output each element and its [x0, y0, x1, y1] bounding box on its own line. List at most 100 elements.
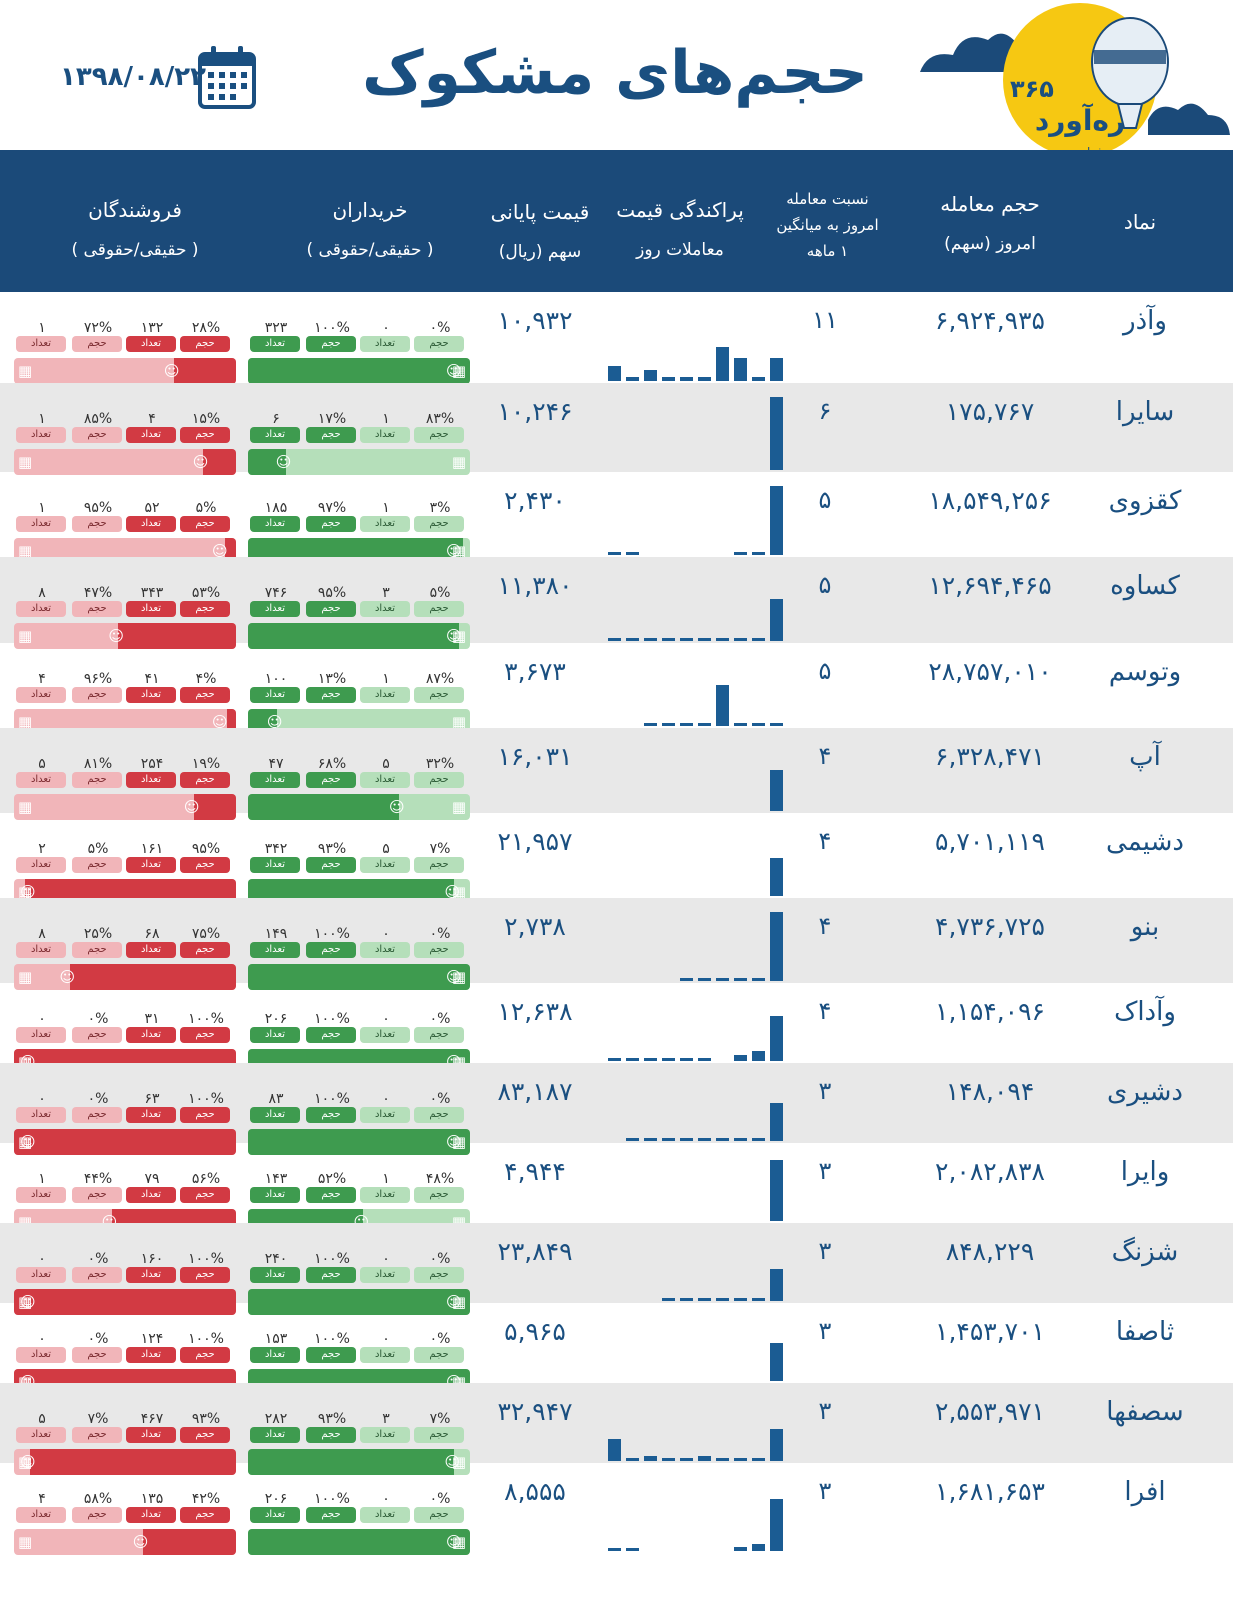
- sell-corp_vol-pill: حجم: [72, 427, 122, 443]
- sell-corp_vol-pill: حجم: [72, 772, 122, 788]
- sellers-group: ۱۰۰% حجم ۱۶۰ تعداد ۰% حجم ۰ تعداد ☺ ▦: [14, 1251, 236, 1315]
- col-sellers: فروشندگان( حقیقی/حقوقی ): [71, 198, 199, 260]
- sell-share-fill: [142, 1529, 236, 1555]
- sell-share-fill: [14, 1289, 236, 1315]
- dispersion-bar: [770, 858, 783, 896]
- symbol-cell[interactable]: کقزوی: [1108, 486, 1182, 516]
- buy-ind_vol-value: ۴۸%: [425, 1171, 455, 1187]
- person-icon: ☺: [446, 627, 462, 645]
- buy-share-fill: [248, 1449, 455, 1475]
- col-symbol: نماد: [1123, 210, 1157, 234]
- sell-share-fill: [224, 538, 236, 564]
- buy-corp_vol-value: ۱۳%: [317, 671, 347, 687]
- symbol-cell[interactable]: افرا: [1124, 1477, 1166, 1507]
- symbol-cell[interactable]: وتوسم: [1108, 657, 1182, 687]
- volume-cell: ۱۸,۵۴۹,۲۵۶: [928, 486, 1052, 515]
- buy-corp_cnt-pill: تعداد: [250, 857, 300, 873]
- dispersion-bar: [626, 1548, 639, 1551]
- symbol-cell[interactable]: دشیری: [1107, 1077, 1183, 1107]
- sell-corp_cnt-value: ۴: [38, 671, 46, 687]
- dispersion-bar: [734, 1458, 747, 1461]
- col-volume: حجم معامله امروز (سهم): [940, 192, 1040, 254]
- buy-share-bar: ☺ ▦: [248, 964, 470, 990]
- sell-ind_vol-pill: حجم: [180, 772, 230, 788]
- sell-corp_cnt-pill: تعداد: [16, 427, 66, 443]
- buy-ind_cnt-pill: تعداد: [360, 1267, 410, 1283]
- person-icon: ☺: [59, 968, 76, 986]
- buy-ind_vol-value: ۰%: [429, 320, 451, 336]
- symbol-cell[interactable]: سایرا: [1115, 397, 1175, 427]
- dispersion-bar: [752, 978, 765, 981]
- symbol-cell[interactable]: وآذر: [1123, 306, 1167, 336]
- buy-ind_vol-pill: حجم: [414, 857, 464, 873]
- buy-ind_cnt-value: ۰: [382, 926, 390, 942]
- sell-share-bar: ☺ ▦: [14, 794, 236, 820]
- dispersion-bar: [698, 1138, 711, 1141]
- buy-ind_cnt-value: ۱: [382, 500, 390, 516]
- dispersion-bar: [734, 723, 747, 726]
- symbol-cell[interactable]: دشیمی: [1106, 827, 1184, 857]
- dispersion-bar: [770, 599, 783, 641]
- sellers-group: ۴% حجم ۴۱ تعداد ۹۶% حجم ۴ تعداد ☺ ▦: [14, 671, 236, 735]
- buy-ind_vol-value: ۸۷%: [425, 671, 455, 687]
- buy-share-bar: ☺ ▦: [248, 1289, 470, 1315]
- table-row: وایرا ۲,۰۸۲,۸۳۸ ۳ ۴,۹۴۴ ۴۸% حجم ۱ تعداد ۵۲% حجم ۱۴…: [0, 1143, 1233, 1235]
- buyers-group: ۷% حجم ۳ تعداد ۹۳% حجم ۲۸۲ تعداد ☺ ▦: [248, 1411, 470, 1475]
- buy-share-fill: [248, 794, 399, 820]
- sell-corp_vol-value: ۸۱%: [83, 756, 113, 772]
- buy-corp_cnt-value: ۲۴۰: [264, 1251, 288, 1267]
- dispersion-bar: [608, 366, 621, 381]
- buy-share-fill: [248, 1129, 470, 1155]
- ratio-cell: ۵: [818, 486, 832, 514]
- dispersion-bar: [662, 638, 675, 641]
- price-dispersion-chart: [608, 1233, 798, 1301]
- buy-corp_vol-value: ۱۰۰%: [314, 1011, 350, 1027]
- sellers-group: ۵% حجم ۵۲ تعداد ۹۵% حجم ۱ تعداد ☺ ▦: [14, 500, 236, 564]
- buy-corp_cnt-value: ۱۵۳: [264, 1331, 288, 1347]
- symbol-cell[interactable]: بنو: [1130, 912, 1160, 942]
- sell-ind_vol-value: ۷۵%: [191, 926, 221, 942]
- buy-corp_vol-pill: حجم: [306, 1187, 356, 1203]
- buy-share-fill: [248, 623, 459, 649]
- building-icon: ▦: [451, 362, 466, 380]
- symbol-cell[interactable]: وآداک: [1114, 997, 1176, 1027]
- buy-corp_cnt-pill: تعداد: [250, 427, 300, 443]
- buy-corp_cnt-pill: تعداد: [250, 942, 300, 958]
- sellers-group: ۹۵% حجم ۱۶۱ تعداد ۵% حجم ۲ تعداد ☺ ▦: [14, 841, 236, 905]
- price-cell: ۳۲,۹۴۷: [497, 1397, 573, 1426]
- dispersion-bar: [734, 1547, 747, 1551]
- table-row: کساوه ۱۲,۶۹۴,۴۶۵ ۵ ۱۱,۳۸۰ ۵% حجم ۳ تعداد ۹۵% حجم ۷…: [0, 557, 1233, 649]
- sell-ind_vol-pill: حجم: [180, 1347, 230, 1363]
- buy-ind_cnt-pill: تعداد: [360, 857, 410, 873]
- buy-share-bar: ☺ ▦: [248, 1129, 470, 1155]
- symbol-cell[interactable]: کساوه: [1110, 571, 1180, 601]
- page-header: ۱۳۹۸/۰۸/۲۲ حجم‌های مشکوک ۳۶۵ رەآورد برفر…: [0, 0, 1233, 159]
- buyers-group: ۰% حجم ۰ تعداد ۱۰۰% حجم ۱۴۹ تعداد ☺ ▦: [248, 926, 470, 990]
- buy-corp_vol-pill: حجم: [306, 1267, 356, 1283]
- sell-ind_cnt-pill: تعداد: [126, 427, 176, 443]
- sell-ind_vol-value: ۱۰۰%: [188, 1091, 224, 1107]
- sell-share-fill: [173, 358, 236, 384]
- sell-ind_cnt-pill: تعداد: [126, 687, 176, 703]
- sell-corp_cnt-pill: تعداد: [16, 1107, 66, 1123]
- dispersion-bar: [608, 1548, 621, 1551]
- symbol-cell[interactable]: سصفها: [1106, 1397, 1184, 1427]
- buyers-group: ۰% حجم ۰ تعداد ۱۰۰% حجم ۲۰۶ تعداد ☺ ▦: [248, 1491, 470, 1555]
- sell-corp_cnt-pill: تعداد: [16, 1427, 66, 1443]
- sell-share-fill: [69, 964, 236, 990]
- sell-corp_cnt-value: ۱: [38, 320, 46, 336]
- sell-corp_vol-pill: حجم: [72, 1107, 122, 1123]
- price-cell: ۱۱,۳۸۰: [497, 571, 573, 600]
- symbol-cell[interactable]: شزنگ: [1111, 1237, 1179, 1267]
- symbol-cell[interactable]: وایرا: [1120, 1157, 1170, 1187]
- buy-share-bar: ☺ ▦: [248, 1449, 470, 1475]
- symbol-cell[interactable]: آپ: [1129, 742, 1161, 772]
- sell-corp_vol-pill: حجم: [72, 1187, 122, 1203]
- sell-ind_cnt-pill: تعداد: [126, 772, 176, 788]
- buyers-group: ۳% حجم ۱ تعداد ۹۷% حجم ۱۸۵ تعداد ☺ ▦: [248, 500, 470, 564]
- buy-ind_cnt-value: ۱: [382, 1171, 390, 1187]
- sell-ind_vol-pill: حجم: [180, 427, 230, 443]
- sell-ind_cnt-value: ۲۵۴: [140, 756, 164, 772]
- symbol-cell[interactable]: ثاصفا: [1115, 1317, 1175, 1347]
- ratio-cell: ۱۱: [812, 306, 838, 334]
